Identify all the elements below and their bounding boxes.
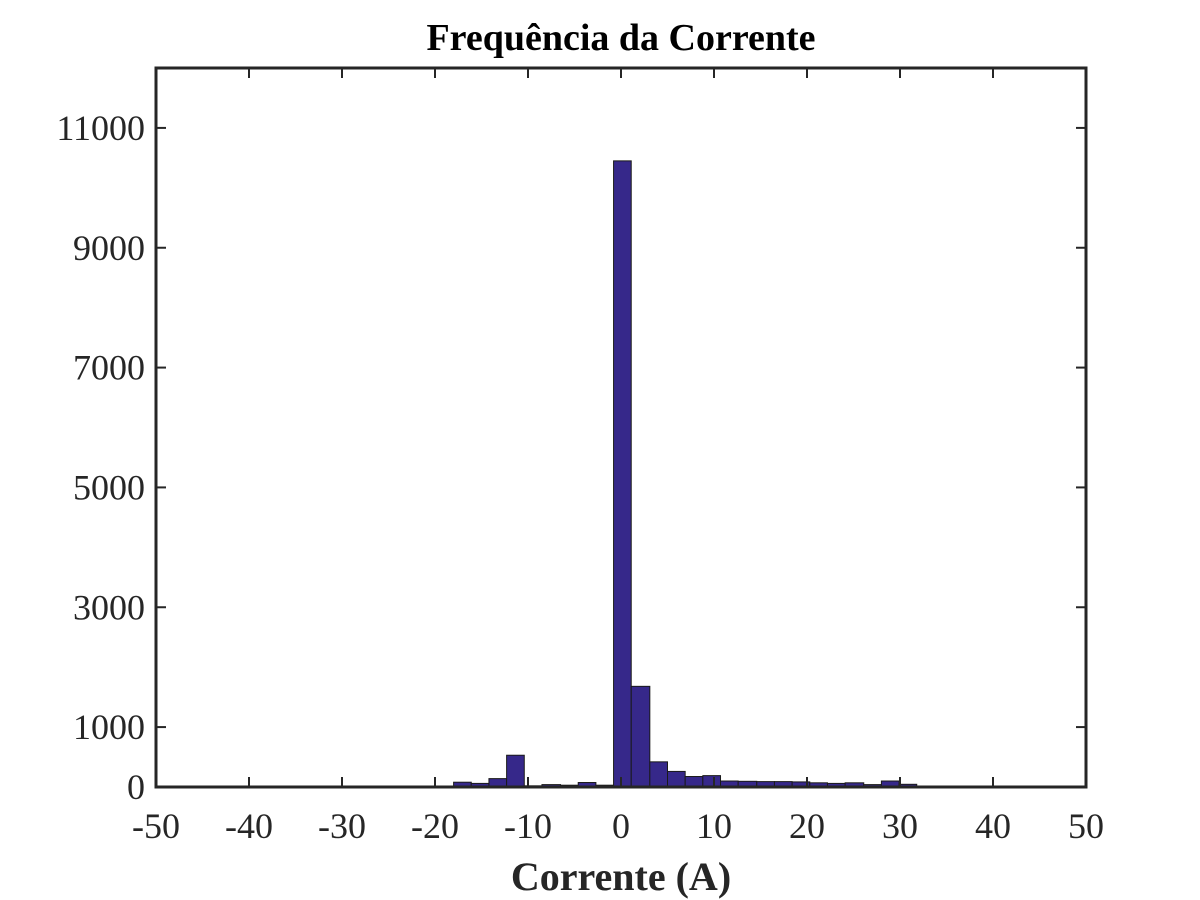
x-tick-label: 50 xyxy=(1068,806,1104,846)
x-tick-label: -50 xyxy=(132,806,180,846)
x-tick-labels: -50 -40 -30 -20 -10 0 10 20 30 40 50 xyxy=(132,806,1104,846)
y-tick-label: 7000 xyxy=(73,348,145,388)
histogram-bar xyxy=(649,761,669,788)
histogram-bar xyxy=(667,770,686,788)
histogram-bar xyxy=(506,754,525,788)
ticks-group xyxy=(155,68,1087,788)
y-tick-label: 5000 xyxy=(73,467,145,507)
y-tick-label: 1000 xyxy=(73,707,145,747)
x-tick-label: 30 xyxy=(882,806,918,846)
histogram-bar xyxy=(630,685,651,788)
y-tick-label: 3000 xyxy=(73,587,145,627)
chart-title: Frequência da Corrente xyxy=(426,17,815,59)
axes-box xyxy=(154,66,1088,789)
x-tick-label: 40 xyxy=(975,806,1011,846)
x-axis-label: Corrente (A) xyxy=(511,854,731,899)
x-tick-label: 10 xyxy=(696,806,732,846)
x-tick-label: -20 xyxy=(411,806,459,846)
histogram-bar xyxy=(684,776,704,788)
y-tick-label: 9000 xyxy=(73,228,145,268)
x-tick-label: -10 xyxy=(504,806,552,846)
histogram-bar xyxy=(702,775,722,788)
x-tick-label: 20 xyxy=(789,806,825,846)
y-tick-label: 11000 xyxy=(56,108,145,148)
x-tick-label: -30 xyxy=(318,806,366,846)
histogram-bar xyxy=(613,160,632,788)
x-tick-label: -40 xyxy=(225,806,273,846)
y-tick-labels: 0 1000 3000 5000 7000 9000 11000 xyxy=(56,108,145,807)
x-tick-label: 0 xyxy=(612,806,630,846)
bars-group xyxy=(453,160,953,788)
y-tick-label: 0 xyxy=(127,767,145,807)
